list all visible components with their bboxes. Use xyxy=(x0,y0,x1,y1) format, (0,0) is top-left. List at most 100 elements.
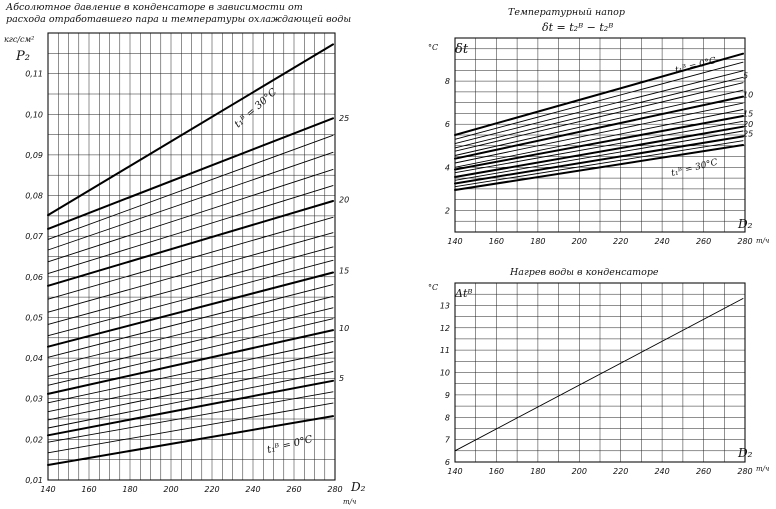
right-top-chart-series-line xyxy=(454,95,744,160)
right-bottom-chart-y-label: Δtᴮ xyxy=(454,287,472,300)
left-chart-y-tick-label: 0,04 xyxy=(25,354,43,363)
left-chart-series-line xyxy=(47,402,334,454)
right-top-chart-curve-label: 5 xyxy=(743,71,748,80)
left-chart-x-label: D₂ xyxy=(350,480,366,494)
left-chart-curve-label: 20 xyxy=(339,196,349,205)
left-chart-curve-label: 10 xyxy=(339,324,349,333)
right-bottom-chart-y-tick-label: 12 xyxy=(440,324,450,333)
right-top-chart-curve-label: 25 xyxy=(743,129,753,138)
left-chart-series-line xyxy=(47,134,334,240)
right-bottom-chart-y-tick-label: 10 xyxy=(440,369,450,378)
left-chart-y-unit: кгс/см² xyxy=(4,35,34,44)
left-chart-x-unit: т/ч xyxy=(343,498,356,506)
right-top-chart-curve-label: 15 xyxy=(743,109,753,118)
left-chart-y-tick-label: 0,09 xyxy=(25,151,43,160)
left-chart-y-tick-label: 0,10 xyxy=(25,110,43,119)
left-chart-series-line xyxy=(47,259,334,337)
left-chart-y-tick-label: 0,08 xyxy=(25,192,43,201)
left-chart-x-tick-label: 280 xyxy=(327,485,342,494)
left-chart-frame xyxy=(47,32,336,481)
right-top-chart-series-line xyxy=(454,125,744,178)
left-chart-series-line xyxy=(47,232,334,313)
right-top-chart-series-line xyxy=(454,52,744,136)
right-bottom-chart-x-tick-label: 140 xyxy=(447,467,462,476)
right-top-chart-series-line xyxy=(454,70,744,145)
right-bottom-chart-series-line xyxy=(454,298,744,452)
left-chart-series-line xyxy=(47,361,334,421)
left-chart-title-line-2: расхода отработавшего пара и температуры… xyxy=(6,14,351,25)
right-bottom-chart-x-tick-label: 220 xyxy=(613,467,628,476)
left-chart-series-line xyxy=(47,415,334,466)
right-bottom-chart-x-tick-label: 200 xyxy=(572,467,587,476)
right-top-chart-series-line xyxy=(454,135,744,185)
right-bottom-chart-x-tick-label: 160 xyxy=(489,467,504,476)
left-chart-y-label: P₂ xyxy=(15,49,30,64)
right-top-chart-curve-label: 10 xyxy=(743,90,753,99)
right-bottom-chart-x-tick-label: 180 xyxy=(530,467,545,476)
right-top-chart-y-tick-label: 6 xyxy=(445,120,450,129)
right-top-chart-y-label: δt xyxy=(455,42,469,57)
right-bottom-chart-y-unit: °C xyxy=(428,283,438,292)
right-top-chart-x-tick-label: 200 xyxy=(572,237,587,246)
right-bottom-chart: 140 160 180 200 220 240 260 280 6 7 8 9 10 11 12 13 xyxy=(440,282,753,476)
left-chart-annotation-t30: t₁ᴮ = 30°C xyxy=(233,87,280,131)
right-top-chart-x-tick-label: 260 xyxy=(696,237,711,246)
right-top-chart-x-unit: т/ч xyxy=(756,237,769,245)
left-chart-y-tick-label: 0,01 xyxy=(25,476,43,485)
right-bottom-chart-x-tick-label: 280 xyxy=(737,467,752,476)
right-bottom-chart-grid xyxy=(454,282,746,463)
right-top-chart-series-line xyxy=(454,109,744,168)
left-chart-y-tick-label: 0,11 xyxy=(25,70,43,79)
left-chart-y-tick-label: 0,06 xyxy=(25,273,43,282)
right-bottom-chart-x-unit: т/ч xyxy=(756,465,769,473)
right-bottom-chart-y-tick-label: 6 xyxy=(445,458,450,467)
left-chart-series-line xyxy=(47,351,334,413)
right-top-chart-series-line xyxy=(454,61,744,140)
left-chart-series-line xyxy=(47,391,334,443)
right-top-chart-curve-label: 20 xyxy=(743,120,753,129)
left-chart-series-line xyxy=(47,216,334,300)
left-chart-x-tick-label: 240 xyxy=(245,485,260,494)
right-bottom-chart-frame xyxy=(454,282,746,463)
right-top-chart-y-tick-label: 8 xyxy=(445,77,450,86)
left-chart-curve-label: 25 xyxy=(339,114,349,123)
left-chart-x-tick-label: 220 xyxy=(204,485,219,494)
right-bottom-chart-title: Нагрев воды в конденсаторе xyxy=(509,267,659,278)
right-top-chart-series-line xyxy=(454,89,744,156)
left-chart-series-line xyxy=(47,379,334,437)
right-top-chart-x-tick-label: 160 xyxy=(489,237,504,246)
left-chart-series-line xyxy=(47,318,334,386)
right-top-chart-y-tick-label: 2 xyxy=(445,206,450,215)
left-chart-series-line xyxy=(47,185,334,275)
right-top-chart-series-line xyxy=(454,130,744,181)
right-bottom-chart-y-tick-label: 9 xyxy=(445,391,450,400)
left-chart-x-tick-label: 260 xyxy=(286,485,301,494)
left-chart-series-line xyxy=(47,271,334,348)
right-bottom-chart-x-tick-label: 240 xyxy=(654,467,669,476)
left-chart-series-line xyxy=(47,151,334,251)
left-chart-y-tick-label: 0,02 xyxy=(25,435,43,444)
right-bottom-chart-y-tick-label: 8 xyxy=(445,413,450,422)
right-top-chart-annotation-t30: t₁ᴮ = 30°C xyxy=(670,158,719,179)
left-chart-series-line xyxy=(47,246,334,325)
right-top-chart-series-line xyxy=(454,76,744,149)
left-chart-x-tick-label: 160 xyxy=(81,485,96,494)
left-chart-series-line xyxy=(47,329,334,395)
left-chart-curve-label: 5 xyxy=(339,374,344,383)
left-chart-series-line xyxy=(47,307,334,377)
right-top-chart-x-tick-label: 180 xyxy=(530,237,545,246)
left-chart-y-tick-label: 0,03 xyxy=(25,395,43,404)
right-top-chart-series-line xyxy=(454,144,744,191)
right-top-chart-title: Температурный напор xyxy=(508,7,625,18)
left-chart-series-line xyxy=(47,341,334,404)
right-bottom-chart-x-tick-label: 260 xyxy=(696,467,711,476)
right-top-chart-y-tick-label: 4 xyxy=(445,163,450,172)
left-chart-curve-label: 15 xyxy=(339,267,349,276)
right-bottom-chart-y-tick-label: 13 xyxy=(440,301,450,310)
left-chart-series-line xyxy=(47,200,334,287)
left-chart: 140 160 180 200 220 240 260 280 0,01 0,02 0,03 0,04… xyxy=(25,32,349,494)
left-chart-x-tick-label: 180 xyxy=(122,485,137,494)
right-top-chart-series-line xyxy=(454,115,744,171)
right-bottom-chart-y-tick-label: 7 xyxy=(445,436,451,445)
